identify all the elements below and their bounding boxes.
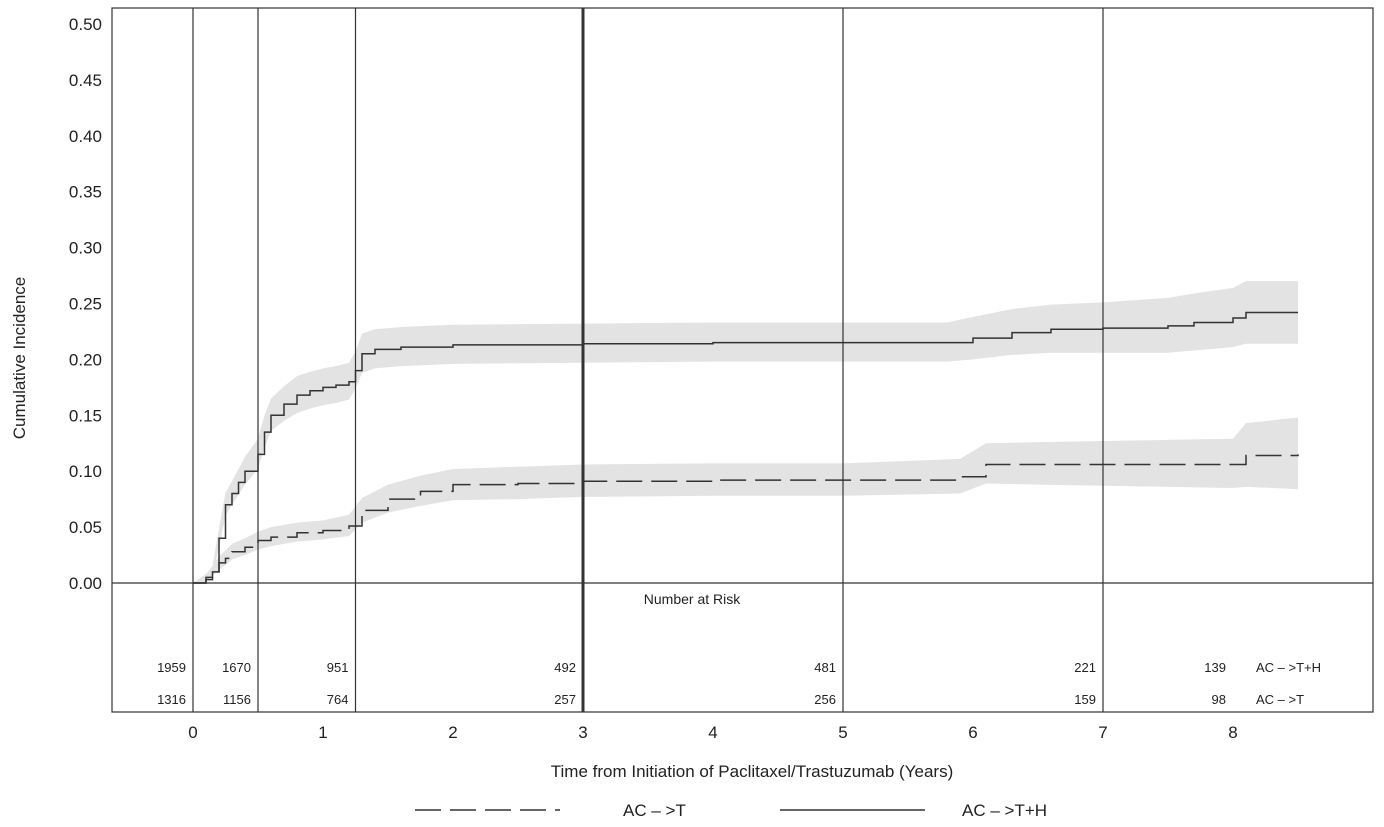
risk-count: 221	[1074, 660, 1096, 675]
y-tick-label: 0.10	[69, 462, 102, 481]
legend-label-ac-t-h: AC – >T+H	[962, 801, 1047, 820]
y-tick-label: 0.00	[69, 574, 102, 593]
x-tick-label: 8	[1228, 723, 1237, 742]
series-line	[193, 311, 1298, 584]
x-tick-label: 7	[1098, 723, 1107, 742]
y-tick-label: 0.50	[69, 15, 102, 34]
x-tick-label: 2	[448, 723, 457, 742]
y-tick-label: 0.20	[69, 350, 102, 369]
x-tick-label: 5	[838, 723, 847, 742]
x-tick-label: 4	[708, 723, 717, 742]
risk-row-label: AC – >T+H	[1256, 660, 1321, 675]
risk-count: 1316	[157, 692, 186, 707]
x-tick-label: 0	[188, 723, 197, 742]
y-axis-label: Cumulative Incidence	[10, 277, 29, 440]
risk-count: 492	[554, 660, 576, 675]
y-tick-label: 0.15	[69, 406, 102, 425]
y-tick-label: 0.40	[69, 127, 102, 146]
risk-count: 139	[1204, 660, 1226, 675]
confidence-bands	[193, 281, 1298, 583]
risk-count: 951	[327, 660, 349, 675]
risk-count: 159	[1074, 692, 1096, 707]
confidence-band	[193, 417, 1298, 583]
legend: AC – >T AC – >T+H	[415, 801, 1047, 820]
risk-row-label: AC – >T	[1256, 692, 1304, 707]
plot-border	[111, 7, 1374, 713]
x-axis-ticks: 0 1 2 3 4 5 6 7 8	[188, 723, 1237, 742]
risk-count: 1959	[157, 660, 186, 675]
x-tick-label: 3	[578, 723, 587, 742]
legend-label-ac-t: AC – >T	[623, 801, 686, 820]
x-tick-label: 6	[968, 723, 977, 742]
risk-count: 257	[554, 692, 576, 707]
y-tick-label: 0.05	[69, 518, 102, 537]
confidence-band	[193, 281, 1298, 583]
y-tick-label: 0.30	[69, 239, 102, 258]
x-tick-label: 1	[318, 723, 327, 742]
x-axis-label: Time from Initiation of Paclitaxel/Trast…	[551, 762, 953, 781]
number-at-risk-title: Number at Risk	[644, 591, 741, 607]
number-at-risk-table: 1959 1670 951 492 481 221 139 AC – >T+H 1316 1156…	[157, 660, 1321, 707]
risk-count: 98	[1212, 692, 1226, 707]
y-tick-label: 0.45	[69, 71, 102, 90]
series-line	[193, 454, 1299, 584]
risk-count: 1156	[223, 692, 251, 707]
series-lines	[193, 311, 1299, 584]
risk-count: 256	[814, 692, 836, 707]
risk-count: 1670	[222, 660, 251, 675]
y-axis-ticks: 0.00 0.05 0.10 0.15 0.20 0.25 0.30 0.35 0.40 0.45…	[69, 15, 102, 593]
y-tick-label: 0.35	[69, 183, 102, 202]
risk-count: 764	[327, 692, 349, 707]
risk-count: 481	[814, 660, 836, 675]
plot-frame	[111, 7, 1374, 713]
y-tick-label: 0.25	[69, 295, 102, 314]
